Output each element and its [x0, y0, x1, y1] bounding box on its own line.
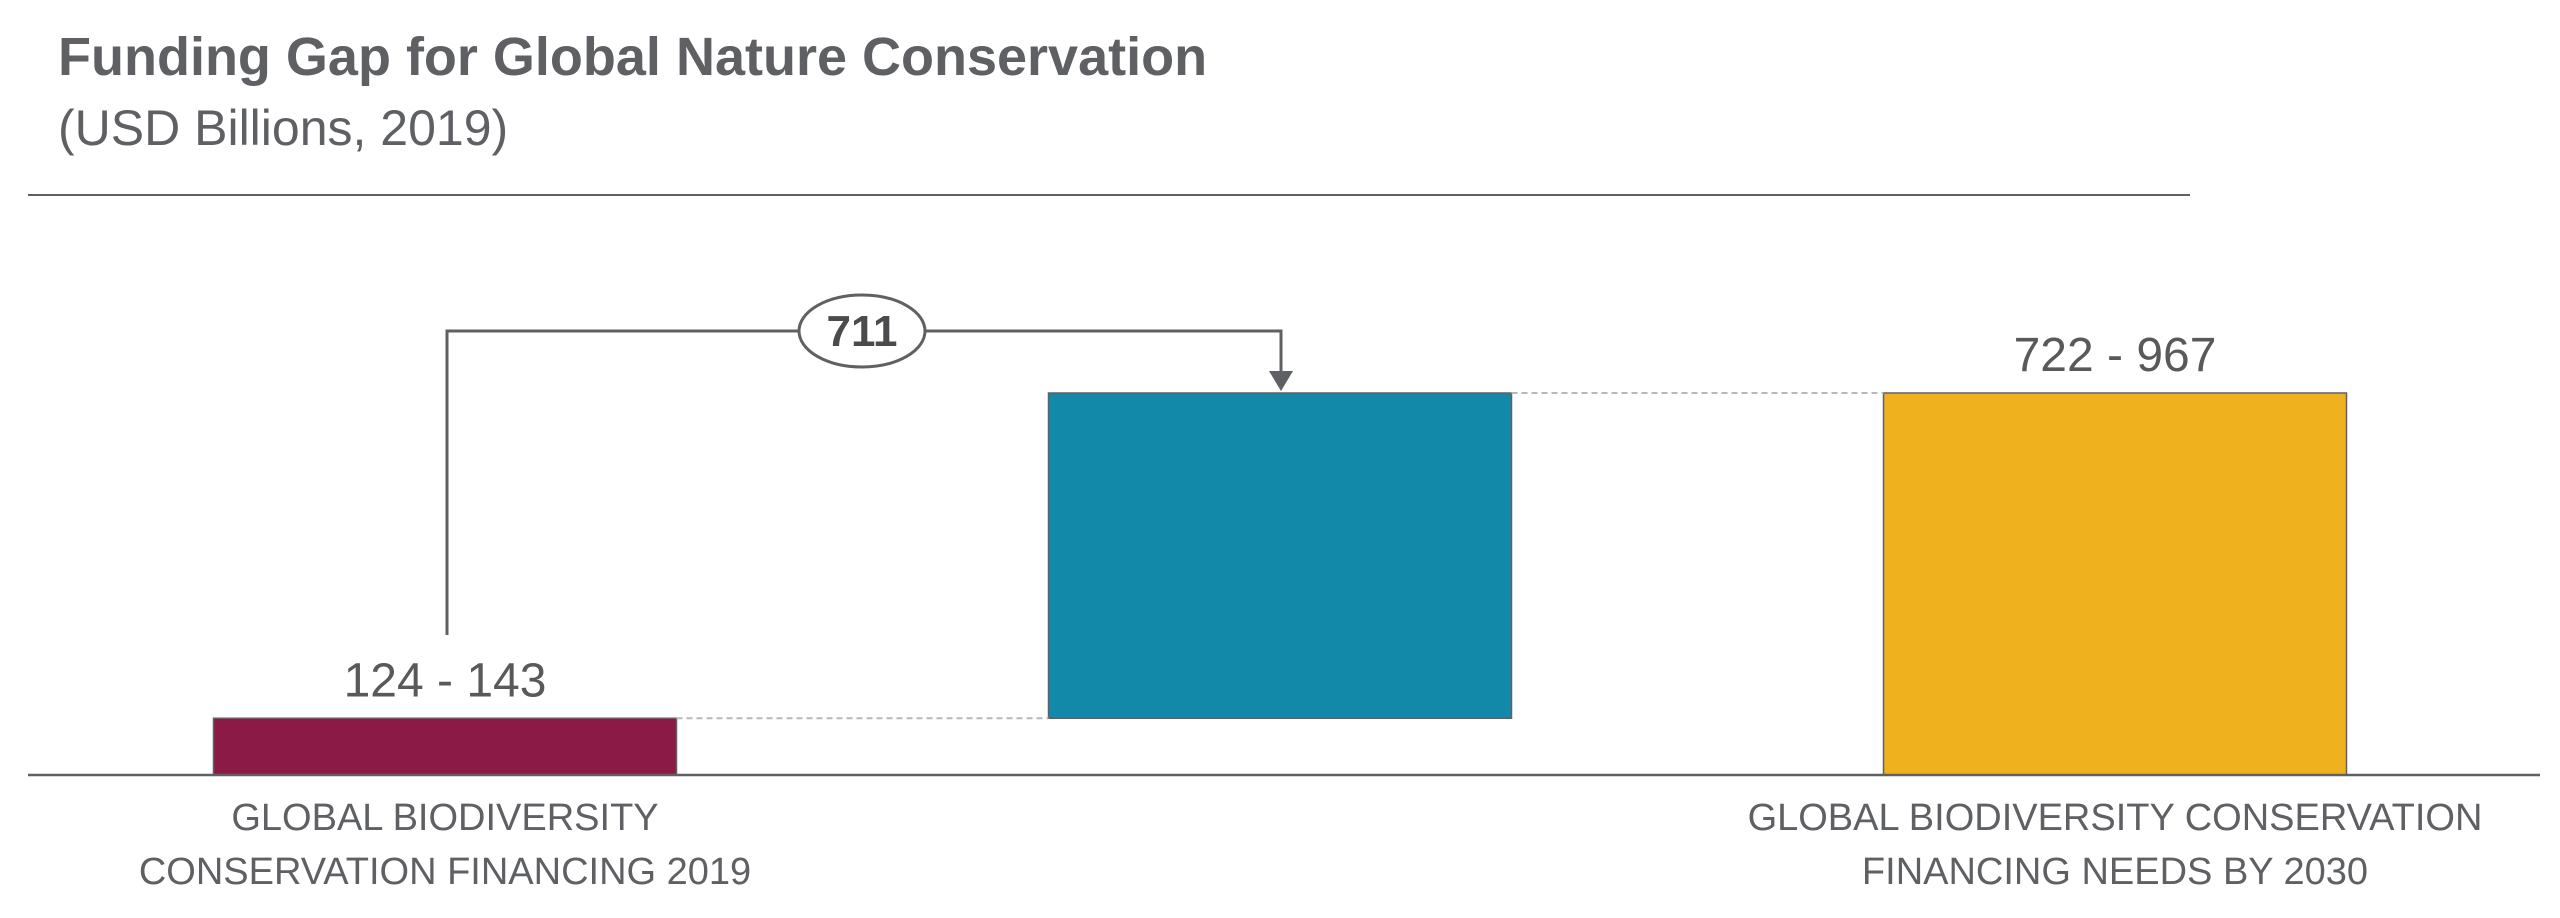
category-label-line: GLOBAL BIODIVERSITY CONSERVATION	[1748, 797, 2483, 839]
category-label-line: FINANCING NEEDS BY 2030	[1862, 851, 2368, 893]
category-label-line: GLOBAL BIODIVERSITY	[231, 797, 658, 839]
bar-start	[212, 717, 678, 776]
chart-subtitle: (USD Billions, 2019)	[58, 100, 508, 156]
value-label-total: 722 - 967	[2014, 329, 2217, 382]
gap-label-ellipse	[797, 293, 927, 369]
category-label-2: GLOBAL BIODIVERSITY CONSERVATION FINANCIN…	[1748, 797, 2483, 893]
plot-area: 124 - 143 722 - 967 711 GLOBAL BIODIVERSITY…	[28, 293, 2540, 893]
gap-value-label: 711	[827, 307, 898, 356]
bar-total	[1882, 392, 2348, 776]
category-label-0: GLOBAL BIODIVERSITY CONSERVATION FINANCIN…	[139, 797, 751, 893]
bar-gap	[1047, 392, 1513, 720]
chart-title: Funding Gap for Global Nature Conservati…	[58, 27, 1207, 87]
gap-arrowhead-icon	[1269, 371, 1293, 391]
category-label-line: CONSERVATION FINANCING 2019	[139, 851, 751, 893]
value-label-start: 124 - 143	[344, 654, 547, 707]
